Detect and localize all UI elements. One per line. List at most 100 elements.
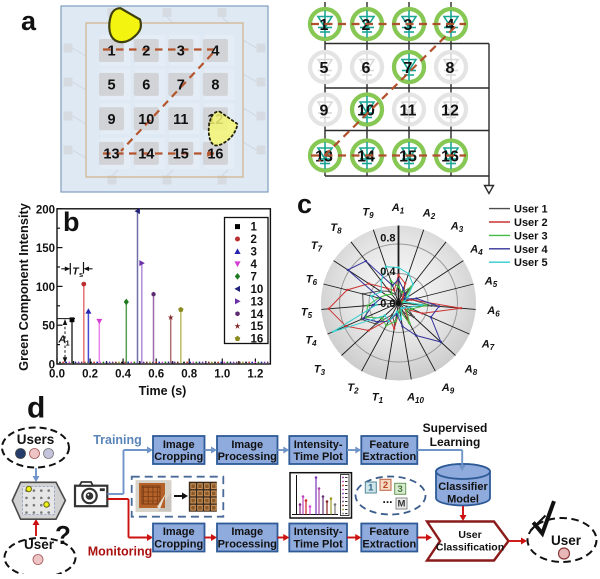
- svg-text:10: 10: [138, 112, 154, 128]
- svg-text:A: A: [58, 334, 67, 346]
- svg-text:Training: Training: [93, 433, 142, 447]
- svg-text:T3: T3: [314, 364, 326, 378]
- svg-text:16: 16: [207, 147, 223, 163]
- svg-text:0.4: 0.4: [380, 266, 396, 278]
- svg-text:16: 16: [441, 149, 459, 166]
- svg-text:Image: Image: [163, 526, 195, 538]
- svg-text:1.2: 1.2: [247, 369, 263, 381]
- svg-text:Intensity-: Intensity-: [294, 526, 343, 538]
- svg-text:Supervised: Supervised: [423, 421, 488, 435]
- svg-text:14: 14: [251, 309, 264, 321]
- svg-text:User 5: User 5: [514, 257, 548, 269]
- svg-text:0.8: 0.8: [380, 233, 395, 245]
- svg-text:Image: Image: [231, 439, 263, 451]
- svg-text:13: 13: [103, 147, 119, 163]
- svg-text:T: T: [72, 266, 80, 278]
- svg-text:0.8: 0.8: [181, 369, 198, 381]
- svg-text:Extraction: Extraction: [362, 539, 416, 551]
- svg-text:11: 11: [173, 112, 188, 128]
- svg-text:c: c: [297, 189, 312, 219]
- svg-text:7: 7: [404, 60, 413, 77]
- svg-text:s: s: [79, 270, 83, 279]
- svg-text:T8: T8: [330, 222, 342, 236]
- svg-text:User 1: User 1: [514, 204, 548, 216]
- svg-text:150: 150: [36, 243, 55, 255]
- svg-text:7: 7: [251, 271, 257, 283]
- svg-text:User: User: [458, 529, 481, 541]
- svg-text:100: 100: [36, 282, 55, 294]
- svg-text:15: 15: [399, 149, 417, 166]
- svg-text:15: 15: [173, 147, 189, 163]
- svg-text:a: a: [21, 6, 37, 36]
- svg-text:T4: T4: [305, 335, 317, 349]
- svg-text:3: 3: [398, 484, 403, 495]
- svg-text:Monitoring: Monitoring: [88, 545, 153, 559]
- svg-text:Learning: Learning: [430, 435, 481, 449]
- svg-text:User 3: User 3: [514, 230, 548, 242]
- svg-text:4: 4: [211, 44, 219, 60]
- svg-text:User 4: User 4: [514, 244, 549, 256]
- svg-text:50: 50: [42, 321, 55, 333]
- svg-text:Cropping: Cropping: [154, 451, 203, 463]
- svg-text:0: 0: [49, 360, 55, 372]
- svg-text:Time Plot: Time Plot: [293, 451, 343, 463]
- svg-text:200: 200: [36, 204, 55, 216]
- svg-text:T1: T1: [372, 392, 384, 406]
- svg-text:Classification: Classification: [436, 542, 504, 554]
- svg-text:T9: T9: [362, 207, 374, 221]
- svg-text:16: 16: [251, 334, 264, 346]
- svg-text:9: 9: [107, 112, 115, 128]
- svg-text:1: 1: [368, 483, 374, 494]
- svg-text:10: 10: [357, 103, 375, 120]
- svg-text:M: M: [398, 499, 406, 510]
- svg-text:Users: Users: [17, 432, 55, 447]
- svg-text:Model: Model: [447, 494, 479, 506]
- svg-text:T7: T7: [311, 240, 323, 254]
- svg-text:0.2: 0.2: [82, 369, 98, 381]
- svg-text:1: 1: [107, 44, 115, 60]
- svg-text:11: 11: [400, 103, 417, 120]
- svg-text:0.0: 0.0: [49, 369, 65, 381]
- svg-text:b: b: [63, 207, 80, 237]
- svg-text:User: User: [24, 537, 55, 552]
- svg-text:6: 6: [362, 60, 371, 77]
- svg-text:Image: Image: [163, 439, 195, 451]
- svg-text:2: 2: [142, 44, 150, 60]
- svg-text:...: ...: [383, 492, 393, 506]
- svg-text:5: 5: [107, 78, 115, 94]
- svg-text:0.4: 0.4: [115, 369, 132, 381]
- svg-text:T2: T2: [347, 382, 359, 396]
- svg-text:9: 9: [320, 103, 329, 120]
- svg-text:User 2: User 2: [514, 217, 548, 229]
- svg-text:10: 10: [251, 284, 264, 296]
- svg-text:0.6: 0.6: [148, 369, 164, 381]
- svg-text:User: User: [551, 533, 582, 548]
- svg-text:Time Plot: Time Plot: [293, 539, 343, 551]
- svg-text:Extraction: Extraction: [362, 451, 416, 463]
- svg-text:3: 3: [404, 17, 413, 34]
- svg-text:Classifier: Classifier: [438, 481, 488, 493]
- svg-text:4: 4: [446, 17, 455, 34]
- svg-text:0.0: 0.0: [380, 298, 395, 310]
- svg-text:Time (s): Time (s): [139, 384, 187, 398]
- svg-text:1: 1: [251, 222, 258, 234]
- svg-text:14: 14: [138, 147, 154, 163]
- svg-text:Processing: Processing: [218, 451, 277, 463]
- svg-text:8: 8: [446, 60, 455, 77]
- svg-text:15: 15: [251, 321, 264, 333]
- svg-text:12: 12: [441, 103, 459, 120]
- svg-text:3: 3: [251, 247, 257, 259]
- svg-text:T5: T5: [301, 307, 313, 321]
- svg-text:Feature: Feature: [369, 439, 409, 451]
- svg-text:14: 14: [357, 149, 375, 166]
- svg-text:7: 7: [177, 78, 185, 94]
- svg-text:2: 2: [383, 480, 388, 491]
- svg-text:2: 2: [362, 17, 371, 34]
- svg-text:d: d: [27, 392, 45, 425]
- svg-text:?: ?: [55, 520, 71, 550]
- svg-text:Image: Image: [231, 526, 263, 538]
- svg-text:6: 6: [142, 78, 150, 94]
- svg-text:1: 1: [66, 339, 70, 348]
- svg-text:13: 13: [251, 296, 264, 308]
- svg-text:1: 1: [320, 17, 329, 34]
